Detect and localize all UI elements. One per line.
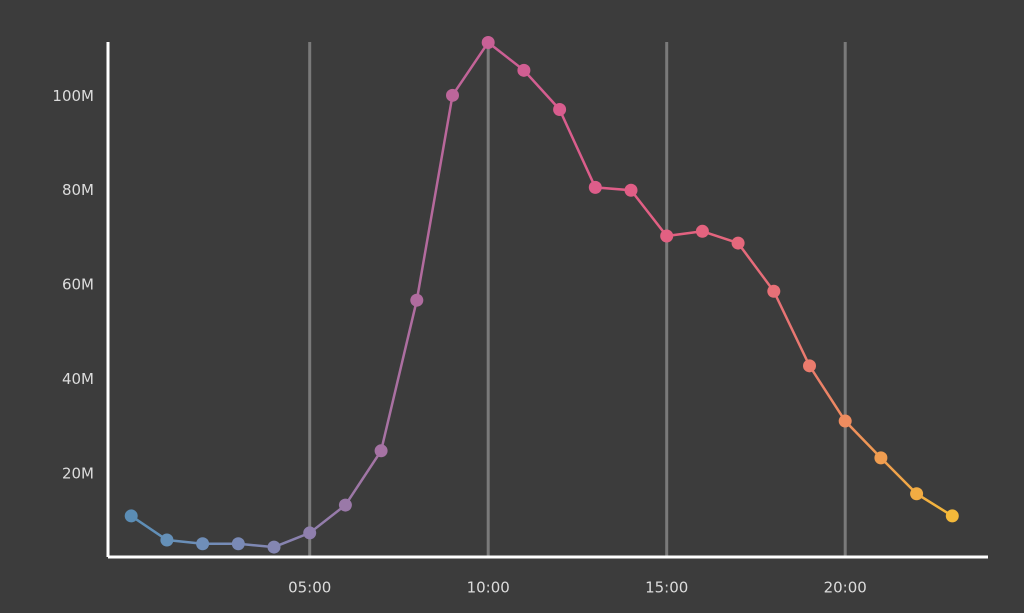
x-tick-label: 05:00	[288, 579, 331, 597]
x-tick-label: 10:00	[467, 579, 510, 597]
data-point	[267, 540, 281, 554]
y-tick-label: 60M	[62, 276, 94, 294]
data-point	[553, 103, 567, 117]
data-point	[731, 236, 745, 250]
data-point	[446, 88, 460, 102]
data-point	[374, 444, 388, 458]
data-point	[588, 180, 602, 194]
data-point	[874, 451, 888, 465]
y-tick-label: 80M	[62, 181, 94, 199]
data-point	[767, 284, 781, 298]
data-point	[481, 35, 495, 49]
y-tick-label: 100M	[52, 87, 94, 105]
data-point	[517, 63, 531, 77]
series-line	[130, 40, 953, 549]
data-point	[338, 498, 352, 512]
data-point	[160, 533, 174, 547]
x-tick-label: 15:00	[645, 579, 688, 597]
data-point	[838, 414, 852, 428]
data-point	[660, 229, 674, 243]
data-point	[124, 509, 138, 523]
data-point	[695, 224, 709, 238]
data-point	[803, 359, 817, 373]
data-point	[410, 293, 424, 307]
data-point	[945, 509, 959, 523]
y-tick-label: 40M	[62, 370, 94, 388]
x-tick-label: 20:00	[824, 579, 867, 597]
data-point	[196, 537, 210, 551]
data-point	[910, 487, 924, 501]
data-point	[231, 537, 245, 551]
data-point	[624, 183, 638, 197]
y-tick-label: 20M	[62, 464, 94, 482]
data-point	[303, 526, 317, 540]
